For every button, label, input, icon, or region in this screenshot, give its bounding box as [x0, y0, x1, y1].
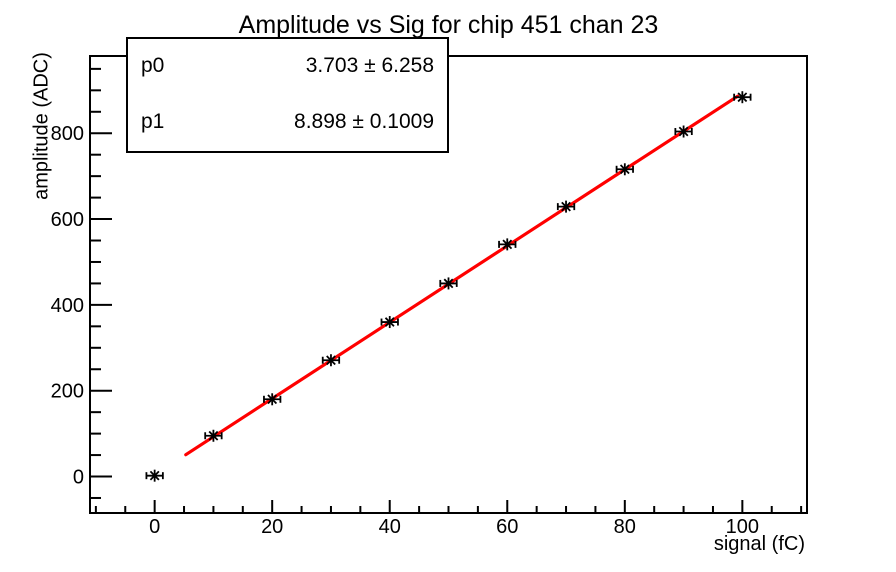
x-tick-label: 100	[726, 516, 759, 538]
x-tick-label: 20	[261, 516, 283, 538]
y-axis-title: amplitude (ADC)	[30, 52, 53, 200]
x-tick-label: 0	[149, 516, 160, 538]
stats-row-p1: p1 8.898 ± 0.1009	[127, 109, 448, 135]
y-tick-label: 600	[51, 209, 84, 231]
stats-param-name: p1	[141, 110, 165, 133]
stats-row-p0: p0 3.703 ± 6.258	[127, 53, 448, 79]
x-axis-title: signal (fC)	[713, 533, 805, 555]
y-tick-label: 0	[73, 467, 84, 489]
stats-box	[126, 37, 449, 153]
data-point-marker	[615, 163, 634, 176]
chart-title: Amplitude vs Sig for chip 451 chan 23	[238, 11, 659, 39]
data-point-marker	[733, 91, 752, 104]
data-point-marker	[439, 277, 458, 290]
data-point-marker	[263, 393, 282, 406]
stats-param-value: 3.703 ± 6.258	[305, 54, 434, 77]
data-point-marker	[321, 354, 341, 367]
fit-line	[184, 94, 740, 457]
y-tick-label: 800	[51, 123, 84, 145]
x-tick-label: 60	[496, 516, 518, 538]
data-point-marker	[498, 238, 517, 251]
x-tick-label: 40	[379, 516, 401, 538]
data-point-marker	[204, 429, 223, 442]
y-tick-label: 400	[51, 295, 84, 317]
y-tick-label: 200	[51, 381, 84, 403]
data-point-marker	[674, 125, 693, 138]
stats-param-value: 8.898 ± 0.1009	[294, 110, 434, 133]
data-point-marker	[556, 200, 576, 213]
data-point-marker	[380, 316, 399, 329]
x-tick-label: 80	[614, 516, 636, 538]
data-point-marker	[145, 469, 164, 482]
stats-param-name: p0	[141, 54, 165, 77]
